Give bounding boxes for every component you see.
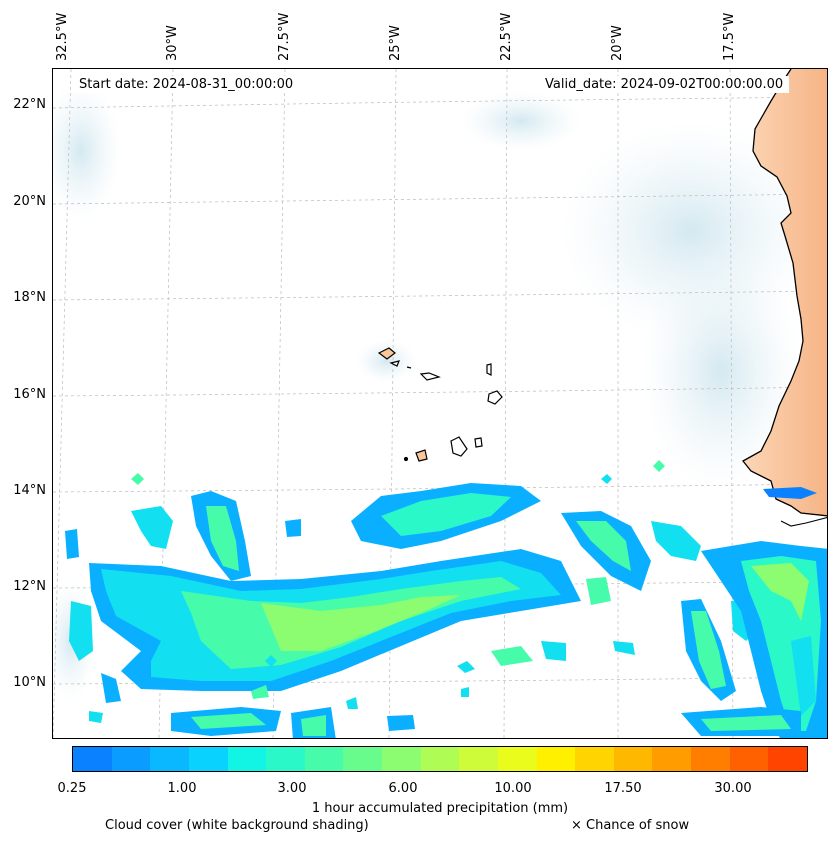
precipitation-layer (65, 460, 827, 738)
lat-label-16n: 16°N (13, 387, 46, 402)
colorbar-tick-1: 1.00 (167, 781, 197, 796)
colorbar-segment-15 (652, 747, 691, 771)
lat-label-22n: 22°N (13, 97, 46, 112)
colorbar-segment-0 (73, 747, 112, 771)
lat-label-20n: 20°N (13, 194, 46, 209)
map-panel (52, 68, 828, 739)
colorbar-segment-7 (343, 747, 382, 771)
lon-label-30w: 30°W (165, 25, 180, 61)
colorbar-tick-2: 3.00 (277, 781, 307, 796)
lon-label-27-5w: 27.5°W (277, 12, 292, 61)
lat-label-14n: 14°N (13, 483, 46, 498)
colorbar-tick-6: 30.00 (714, 781, 752, 796)
colorbar-tick-0: 0.25 (57, 781, 87, 796)
colorbar-segment-9 (420, 747, 460, 771)
colorbar-segment-10 (459, 747, 498, 771)
lon-label-22-5w: 22.5°W (499, 12, 514, 61)
lat-label-12n: 12°N (13, 579, 46, 594)
start-date-label: Start date: 2024-08-31_00:00:00 (73, 76, 300, 93)
colorbar-segment-6 (304, 747, 344, 771)
colorbar-segment-13 (575, 747, 614, 771)
snow-legend: × Chance of snow (571, 818, 690, 833)
colorbar-label: 1 hour accumulated precipitation (mm) (311, 801, 569, 816)
colorbar-segment-18 (768, 747, 807, 771)
colorbar-tick-4: 10.00 (494, 781, 532, 796)
colorbar-segment-11 (497, 747, 537, 771)
cloud-cover-legend: Cloud cover (white background shading) (105, 818, 369, 833)
cabo-verde-islands (377, 347, 503, 462)
map-canvas (53, 69, 827, 738)
colorbar-segment-4 (227, 747, 267, 771)
lon-label-17-5w: 17.5°W (722, 12, 737, 61)
colorbar-segment-8 (382, 747, 421, 771)
colorbar-segment-16 (691, 747, 730, 771)
colorbar-segment-12 (536, 747, 576, 771)
lon-label-32-5w: 32.5°W (55, 12, 70, 61)
colorbar-segment-14 (613, 747, 653, 771)
lon-label-25w: 25°W (388, 25, 403, 61)
lon-label-20w: 20°W (610, 25, 625, 61)
lat-label-10n: 10°N (13, 675, 46, 690)
colorbar-segment-3 (188, 747, 228, 771)
valid-date-label: Valid_date: 2024-09-02T00:00:00.00 (539, 76, 790, 93)
colorbar-segment-2 (150, 747, 189, 771)
colorbar-segment-17 (729, 747, 769, 771)
precipitation-colorbar (72, 746, 808, 772)
colorbar-segment-1 (111, 747, 151, 771)
colorbar-segment-5 (266, 747, 305, 771)
colorbar-tick-5: 17.50 (604, 781, 642, 796)
cloud-cover-layer (53, 81, 821, 701)
lat-label-18n: 18°N (13, 290, 46, 305)
colorbar-tick-3: 6.00 (388, 781, 418, 796)
